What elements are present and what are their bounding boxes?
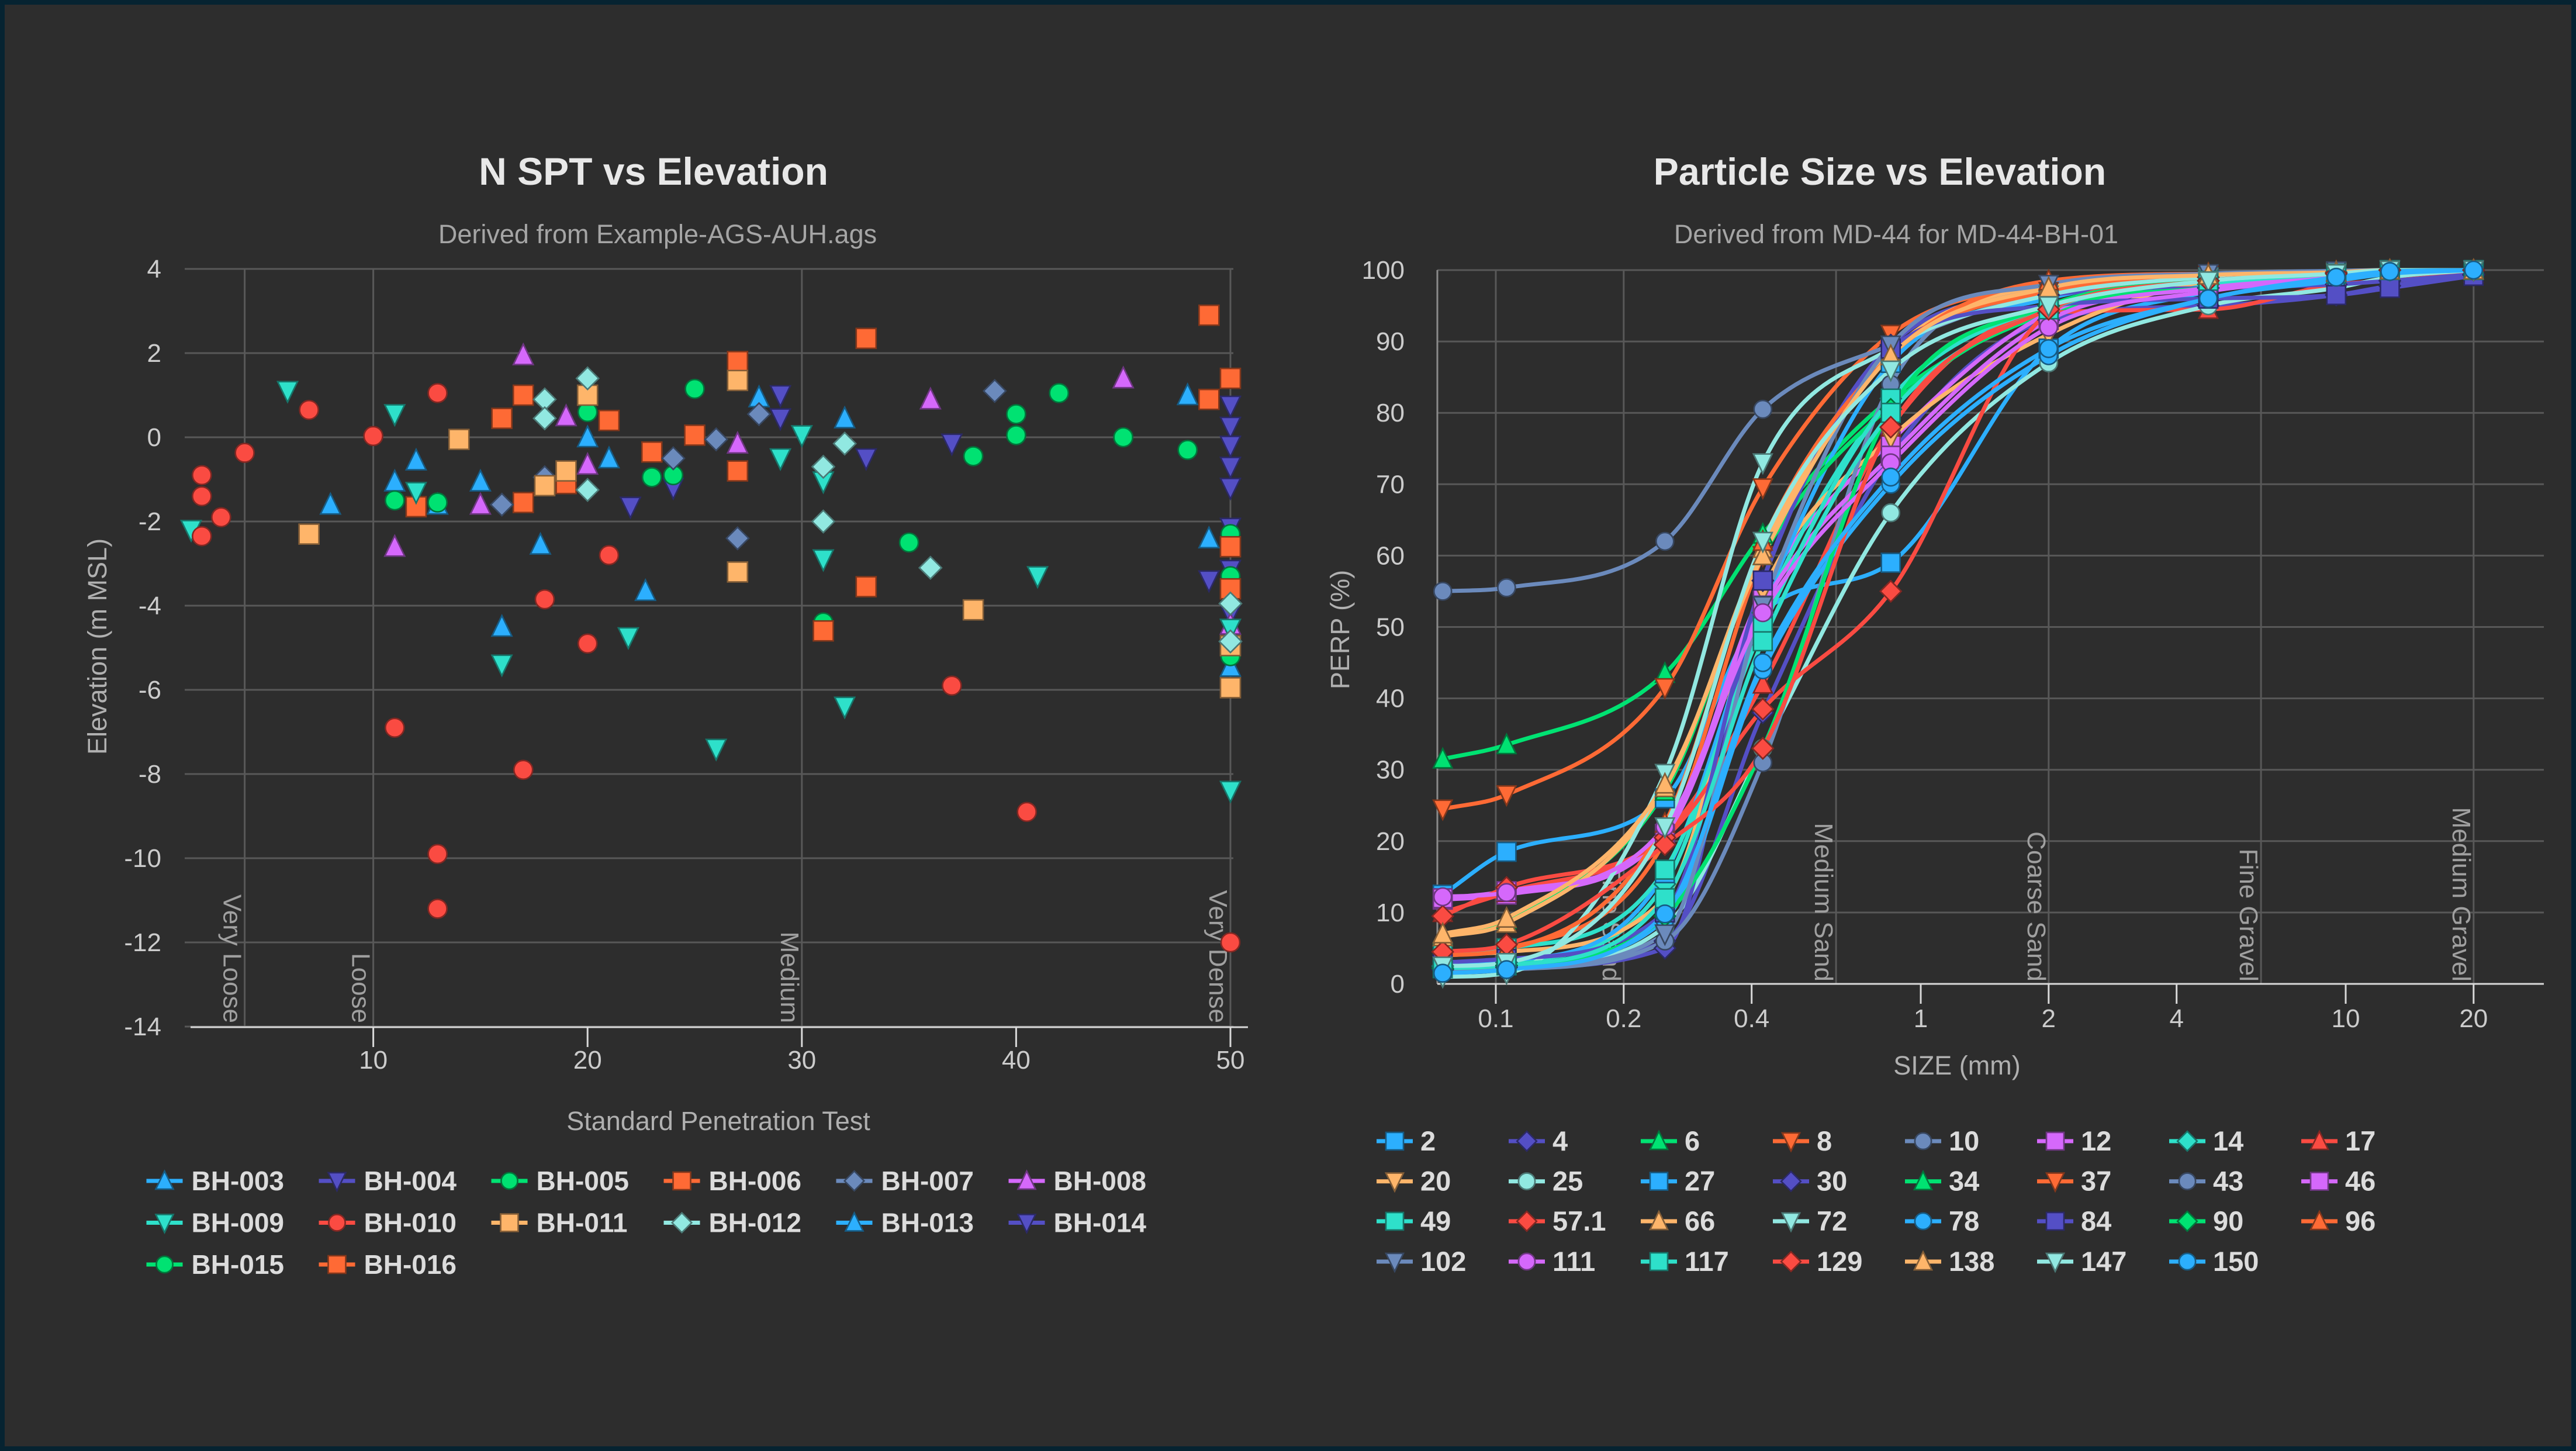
svg-text:20: 20 [2459,1004,2488,1033]
svg-text:20: 20 [573,1046,602,1075]
svg-text:20: 20 [1420,1166,1451,1197]
svg-text:BH-011: BH-011 [537,1208,628,1238]
svg-text:25: 25 [1552,1166,1583,1197]
svg-text:BH-015: BH-015 [192,1249,285,1280]
svg-text:0.4: 0.4 [1734,1004,1769,1033]
svg-text:10: 10 [1376,899,1405,927]
svg-text:SIZE (mm): SIZE (mm) [1893,1051,2020,1080]
svg-text:8: 8 [1817,1125,1832,1156]
svg-text:Particle Size vs Elevation: Particle Size vs Elevation [1654,151,2106,193]
svg-text:111: 111 [1552,1246,1595,1277]
svg-text:BH-004: BH-004 [364,1166,457,1196]
svg-text:Derived from MD-44 for MD-44-B: Derived from MD-44 for MD-44-BH-01 [1674,219,2118,249]
svg-text:-4: -4 [139,592,161,620]
svg-text:BH-012: BH-012 [709,1208,802,1238]
svg-text:BH-008: BH-008 [1054,1166,1147,1196]
svg-text:BH-009: BH-009 [192,1208,285,1238]
svg-text:BH-005: BH-005 [537,1166,630,1196]
svg-text:0: 0 [147,423,161,452]
svg-text:102: 102 [1420,1246,1466,1277]
svg-text:0: 0 [1391,970,1405,999]
svg-text:Derived from Example-AGS-AUH.a: Derived from Example-AGS-AUH.ags [438,219,877,249]
svg-text:0.1: 0.1 [1478,1004,1513,1033]
svg-text:72: 72 [1817,1205,1847,1236]
svg-text:147: 147 [2081,1246,2127,1277]
svg-text:90: 90 [2213,1205,2243,1236]
svg-text:-10: -10 [124,844,161,873]
svg-text:Very Dense: Very Dense [1204,890,1232,1023]
svg-text:10: 10 [2332,1004,2360,1033]
svg-text:4: 4 [1552,1125,1568,1156]
svg-text:2: 2 [147,339,161,368]
svg-text:-12: -12 [124,928,161,957]
svg-text:Medium: Medium [775,932,804,1024]
svg-text:PERP (%): PERP (%) [1325,570,1355,689]
svg-text:6: 6 [1685,1125,1700,1156]
svg-text:1: 1 [1914,1004,1928,1033]
svg-text:Fine Gravel: Fine Gravel [2234,849,2263,982]
svg-text:Elevation (m MSL): Elevation (m MSL) [82,538,112,755]
svg-text:60: 60 [1376,541,1405,570]
svg-text:78: 78 [1949,1205,1979,1236]
svg-text:40: 40 [1002,1046,1031,1075]
svg-text:12: 12 [2081,1125,2111,1156]
svg-text:20: 20 [1376,827,1405,856]
svg-text:37: 37 [2081,1166,2111,1197]
svg-text:17: 17 [2345,1125,2376,1156]
svg-text:46: 46 [2345,1166,2376,1197]
svg-text:30: 30 [1376,756,1405,785]
svg-text:4: 4 [2169,1004,2183,1033]
svg-text:150: 150 [2213,1246,2259,1277]
svg-text:Coarse Sand: Coarse Sand [2022,831,2051,982]
svg-text:50: 50 [1376,613,1405,642]
svg-text:90: 90 [1376,327,1405,356]
svg-text:70: 70 [1376,470,1405,499]
svg-text:N SPT vs Elevation: N SPT vs Elevation [479,150,828,193]
svg-text:84: 84 [2081,1205,2111,1236]
svg-text:BH-010: BH-010 [364,1208,457,1238]
svg-text:10: 10 [1949,1125,1979,1156]
svg-text:138: 138 [1949,1246,1994,1277]
svg-text:-14: -14 [124,1013,161,1041]
svg-text:27: 27 [1685,1166,1715,1197]
svg-text:117: 117 [1685,1246,1729,1277]
svg-text:-8: -8 [139,760,161,789]
svg-text:96: 96 [2345,1205,2376,1236]
svg-text:2: 2 [1420,1125,1436,1156]
svg-text:66: 66 [1685,1205,1715,1236]
svg-text:34: 34 [1949,1166,1979,1197]
svg-text:57.1: 57.1 [1552,1205,1606,1236]
svg-text:80: 80 [1376,399,1405,427]
svg-text:Very Loose: Very Loose [218,894,247,1023]
svg-text:Medium Sand: Medium Sand [1809,823,1838,982]
svg-text:BH-007: BH-007 [881,1166,974,1196]
svg-text:-2: -2 [139,507,161,536]
svg-text:0.2: 0.2 [1606,1004,1641,1033]
svg-text:14: 14 [2213,1125,2243,1156]
svg-text:30: 30 [1817,1166,1847,1197]
svg-text:Standard Penetration Test: Standard Penetration Test [566,1106,870,1136]
svg-text:-6: -6 [139,676,161,704]
svg-text:BH-006: BH-006 [709,1166,802,1196]
svg-text:4: 4 [147,255,161,284]
svg-text:50: 50 [1216,1046,1245,1075]
svg-text:BH-016: BH-016 [364,1249,457,1280]
svg-text:Medium Gravel: Medium Gravel [2447,807,2475,982]
svg-text:30: 30 [787,1046,816,1075]
svg-text:43: 43 [2213,1166,2243,1197]
svg-text:BH-003: BH-003 [192,1166,285,1196]
svg-text:2: 2 [2042,1004,2056,1033]
svg-text:Loose: Loose [347,953,375,1023]
svg-text:10: 10 [359,1046,388,1075]
svg-text:129: 129 [1817,1246,1862,1277]
svg-text:100: 100 [1362,256,1405,285]
svg-text:BH-013: BH-013 [881,1208,974,1238]
svg-text:BH-014: BH-014 [1054,1208,1147,1238]
svg-text:40: 40 [1376,685,1405,713]
svg-text:49: 49 [1420,1205,1451,1236]
